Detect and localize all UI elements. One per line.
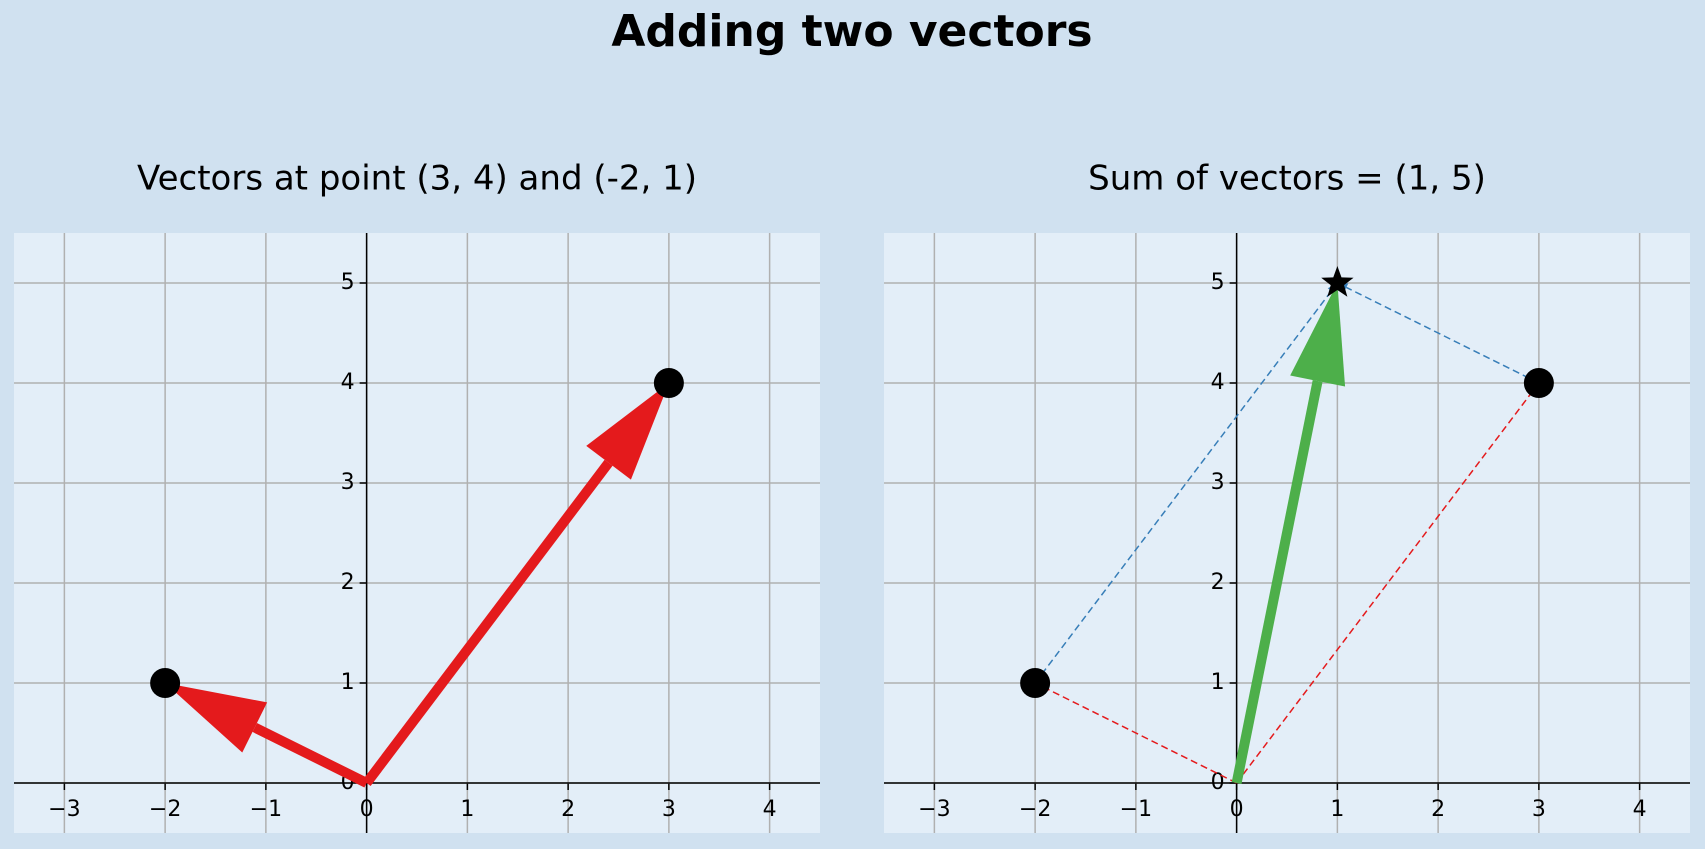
- point: [653, 368, 684, 398]
- vector-arrow: [1231, 283, 1346, 784]
- arrow-shaft: [1345, 286, 1540, 384]
- point: [150, 668, 181, 698]
- x-tick-label: 4: [1633, 797, 1647, 822]
- y-tick-label: 1: [1211, 670, 1225, 695]
- arrow-head: [1290, 283, 1346, 387]
- x-tick-label: 1: [460, 797, 474, 822]
- y-tick-label: 5: [341, 270, 355, 295]
- arrow-head: [165, 683, 268, 753]
- y-tick-label: 2: [1211, 570, 1225, 595]
- arrow-shaft: [1043, 686, 1237, 784]
- x-tick-label: −2: [149, 797, 181, 822]
- y-tick-label: 4: [1211, 370, 1225, 395]
- point: [1523, 368, 1554, 398]
- x-tick-label: −1: [250, 797, 282, 822]
- x-tick-label: 4: [763, 797, 777, 822]
- x-tick-label: −3: [918, 797, 950, 822]
- subplot-title: Sum of vectors = (1, 5): [1088, 159, 1486, 199]
- y-tick-label: 3: [341, 470, 355, 495]
- x-tick-label: −1: [1120, 797, 1152, 822]
- x-tick-label: 3: [1532, 797, 1546, 822]
- x-tick-label: −3: [48, 797, 80, 822]
- subplot-title: Vectors at point (3, 4) and (-2, 1): [137, 159, 697, 199]
- y-tick-label: 5: [1211, 270, 1225, 295]
- y-tick-label: 2: [341, 570, 355, 595]
- arrow-shaft: [1236, 390, 1534, 784]
- y-tick-label: 1: [341, 670, 355, 695]
- plot-area: [14, 233, 820, 833]
- arrow-shaft: [362, 459, 613, 787]
- arrow-shaft: [1231, 380, 1323, 784]
- arrow-shaft: [1034, 290, 1332, 684]
- vector-arrow: [362, 383, 669, 787]
- x-tick-label: 3: [662, 797, 676, 822]
- figure-title: Adding two vectors: [611, 6, 1092, 57]
- x-tick-label: 2: [1431, 797, 1445, 822]
- x-tick-label: 2: [561, 797, 575, 822]
- vector-arrow: [165, 683, 369, 788]
- y-tick-label: 4: [341, 370, 355, 395]
- arrow-head: [586, 383, 669, 480]
- point-star: [1321, 266, 1354, 297]
- x-tick-label: −2: [1019, 797, 1051, 822]
- y-tick-label: 3: [1211, 470, 1225, 495]
- x-tick-label: 1: [1330, 797, 1344, 822]
- point: [1020, 668, 1051, 698]
- arrow-shaft: [252, 722, 369, 788]
- subplot: Vectors at point (3, 4) and (-2, 1) −3 −2 −…: [14, 159, 820, 833]
